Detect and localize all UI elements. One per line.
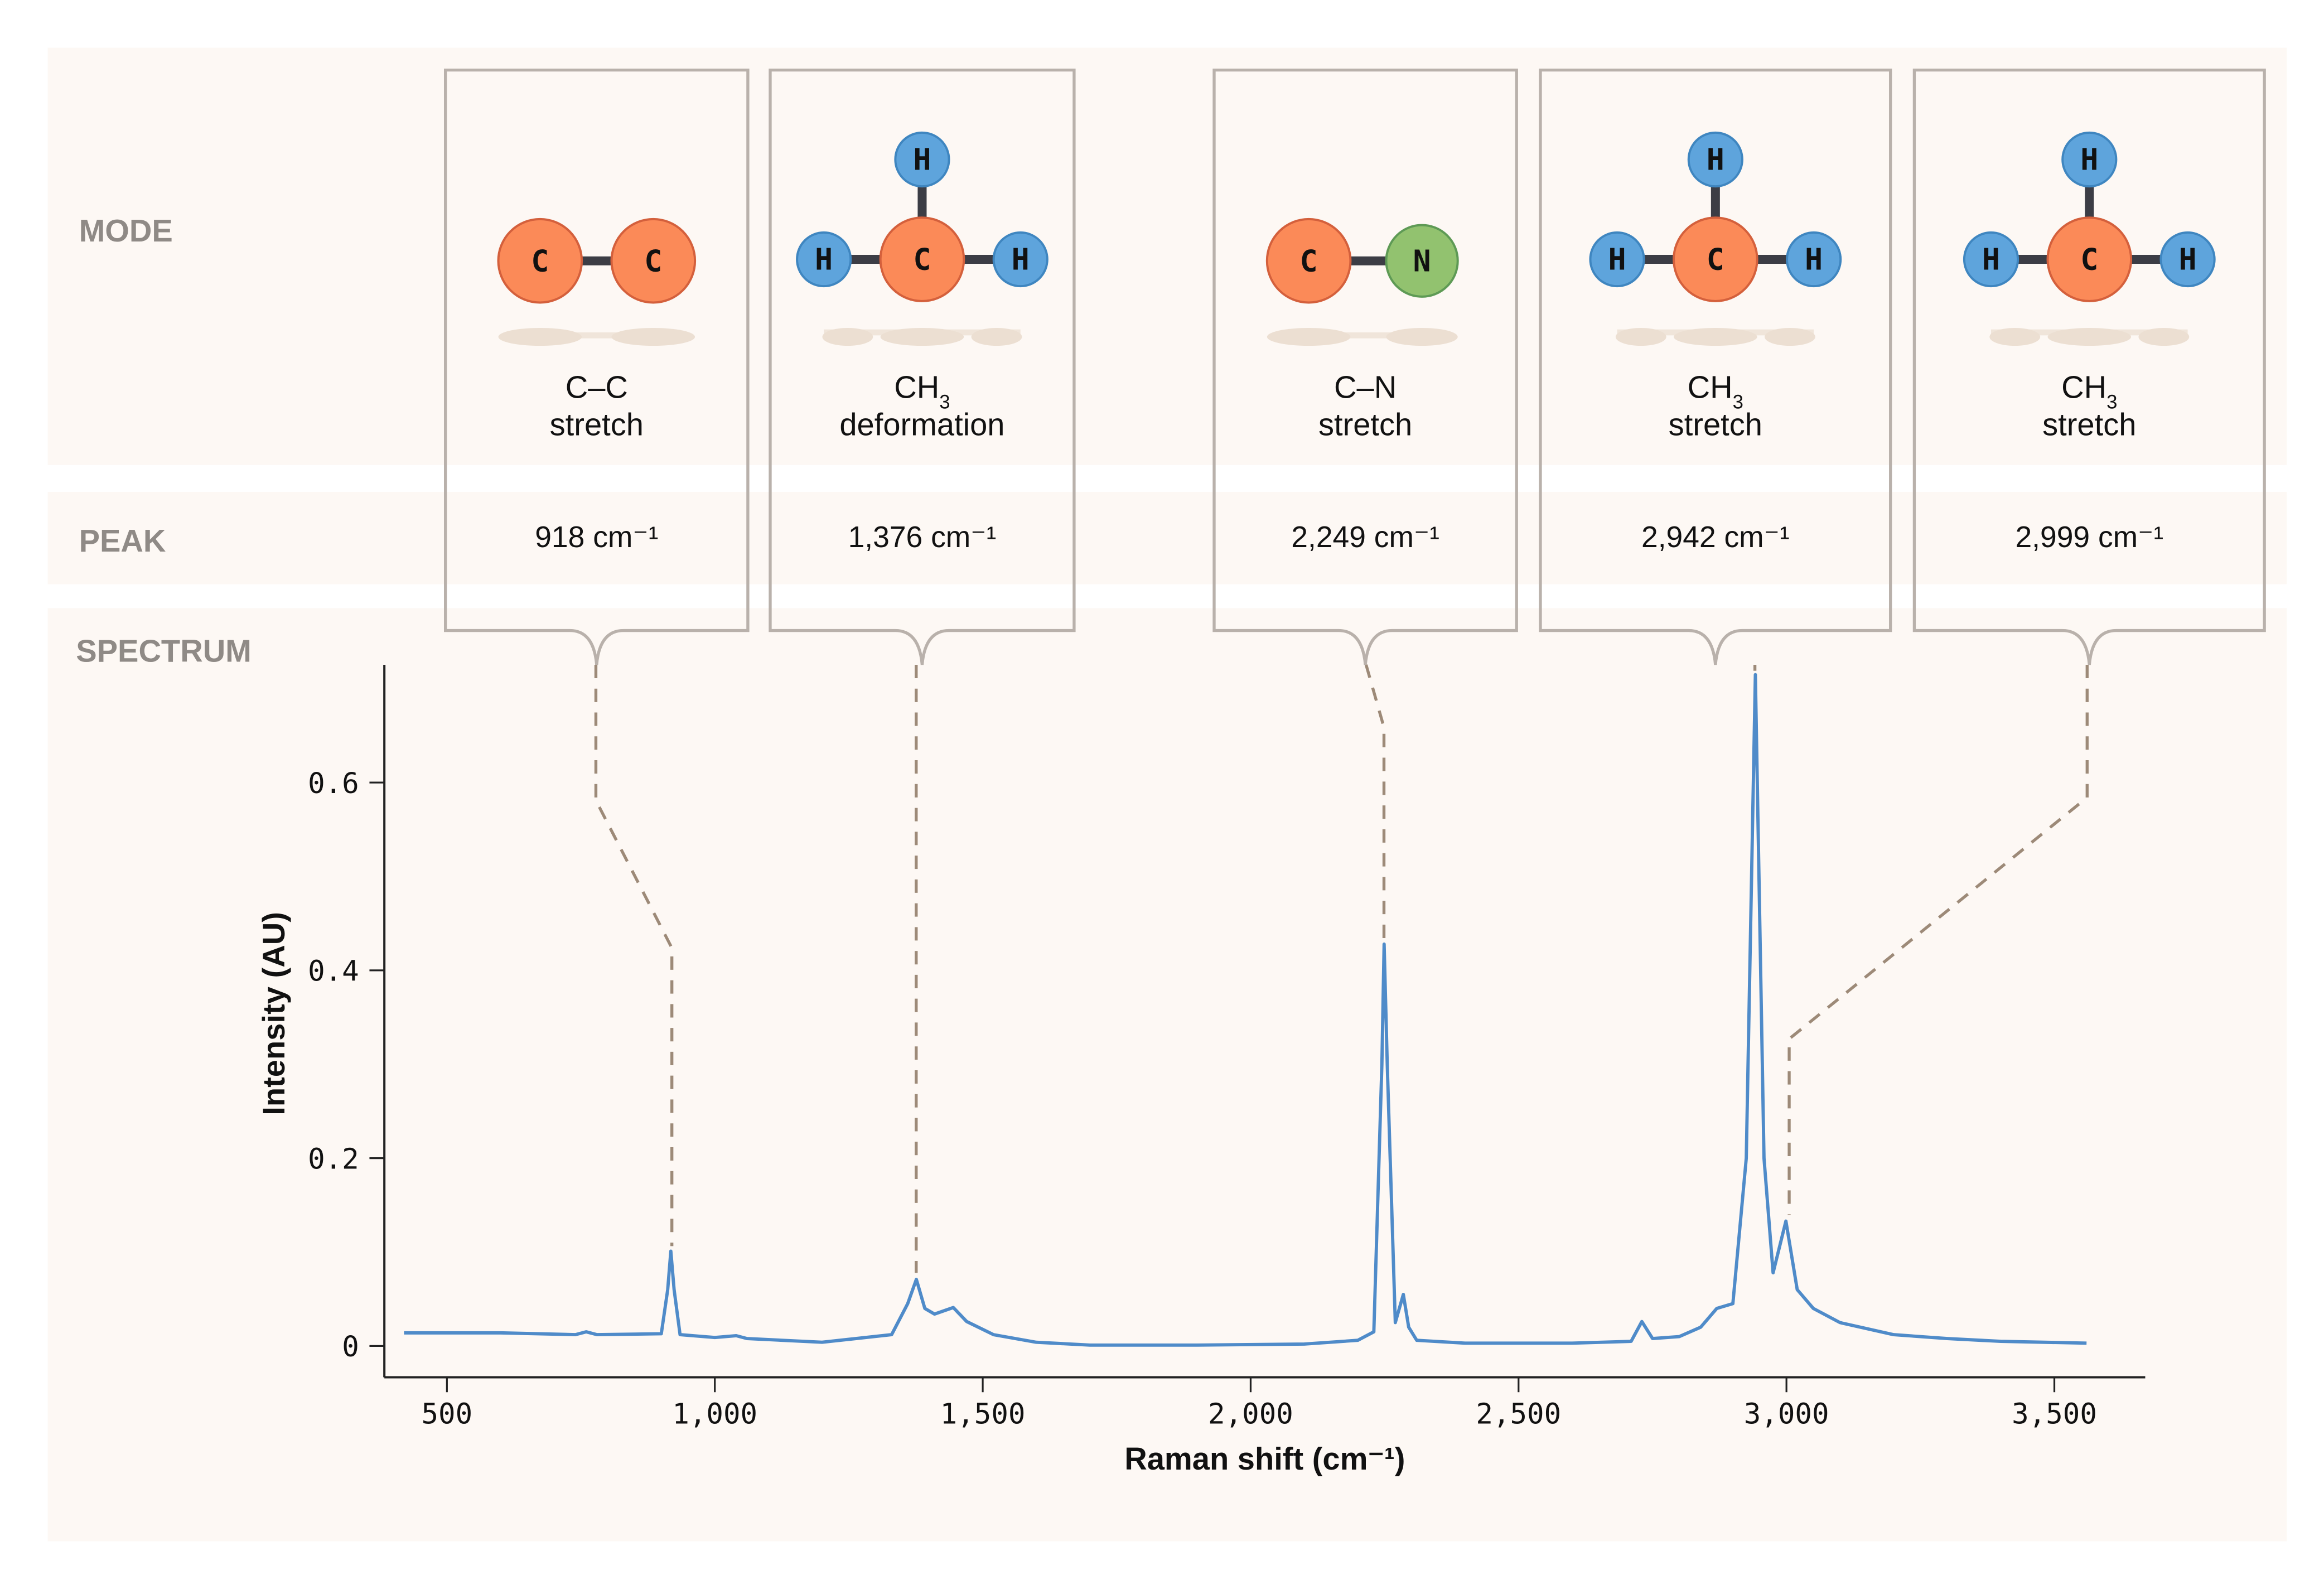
mode-type: stretch [1318,407,1412,442]
svg-text:H: H [815,242,833,277]
card-frame [444,68,750,665]
y-tick-label: 0.4 [308,955,359,988]
svg-text:C: C [531,243,549,278]
x-tick-label: 1,000 [672,1397,757,1430]
svg-text:H: H [1012,242,1030,277]
svg-text:C: C [644,243,662,278]
mode-name: C–C [566,370,628,405]
svg-text:N: N [1413,243,1431,278]
ch3-molecule-icon: H H H C [1963,131,2216,346]
peak-value: 2,942 cm⁻¹ [1641,521,1790,554]
y-tick-label: 0 [342,1330,359,1363]
mode-name: CH3 [894,370,950,413]
card-frame [1912,68,2266,665]
card-frame [1539,68,1892,665]
svg-text:H: H [2179,242,2197,277]
leader-line-cc [594,664,674,1246]
svg-text:C: C [1300,243,1318,278]
spectrum-line [404,673,2087,1347]
row-label-peak: PEAK [79,523,166,558]
svg-text:H: H [1805,242,1823,277]
spectrum-panel [47,608,2287,1542]
peak-panel [47,491,2287,584]
x-axis-title: Raman shift (cm⁻¹) [1124,1441,1405,1476]
peak-value: 2,249 cm⁻¹ [1291,521,1439,554]
x-tick-label: 2,000 [1208,1397,1293,1430]
mode-type: deformation [839,407,1004,442]
peak-value: 918 cm⁻¹ [535,521,658,554]
svg-text:H: H [2080,142,2098,177]
svg-text:C: C [913,242,931,277]
row-label-mode: MODE [79,213,173,248]
mode-name: CH3 [2061,370,2117,413]
leader-lines [594,664,2089,1273]
x-tick-label: 3,000 [1744,1397,1829,1430]
mode-name: C–N [1334,370,1397,405]
y-axis-title: Intensity (AU) [256,912,291,1115]
svg-text:C: C [1707,242,1724,277]
ch3-molecule-icon: H H H C [1589,131,1842,346]
svg-text:H: H [1982,242,2000,277]
mode-type: stretch [2042,407,2136,442]
mode-name: CH3 [1688,370,1743,413]
svg-text:H: H [1707,142,1724,177]
y-tick-label: 0.2 [308,1142,359,1175]
peak-value: 1,376 cm⁻¹ [848,521,997,554]
mode-type: stretch [550,407,644,442]
x-ticks: 500 1,000 1,500 2,000 2,500 3,000 3,500 [422,1377,2097,1430]
y-ticks: 0 0.2 0.4 0.6 [308,767,385,1363]
svg-text:C: C [2080,242,2098,277]
svg-text:H: H [1608,242,1626,277]
ch3-molecule-icon: H H H C [796,131,1049,346]
mode-panel [47,47,2287,465]
card-frame [769,68,1076,665]
card-frame [1212,68,1518,665]
spectrum-chart: 0 0.2 0.4 0.6 500 1,000 1,500 2,000 2,500 3,000 3… [256,664,2146,1476]
y-tick-label: 0.6 [308,767,359,800]
x-tick-label: 500 [422,1397,473,1430]
x-tick-label: 1,500 [940,1397,1026,1430]
peak-value: 2,999 cm⁻¹ [2015,521,2163,554]
svg-text:H: H [913,142,931,177]
leader-line-ch3-str-2 [1787,664,2089,1215]
mode-type: stretch [1669,407,1762,442]
x-tick-label: 2,500 [1476,1397,1561,1430]
row-label-spectrum: SPECTRUM [76,634,252,669]
x-tick-label: 3,500 [2012,1397,2097,1430]
